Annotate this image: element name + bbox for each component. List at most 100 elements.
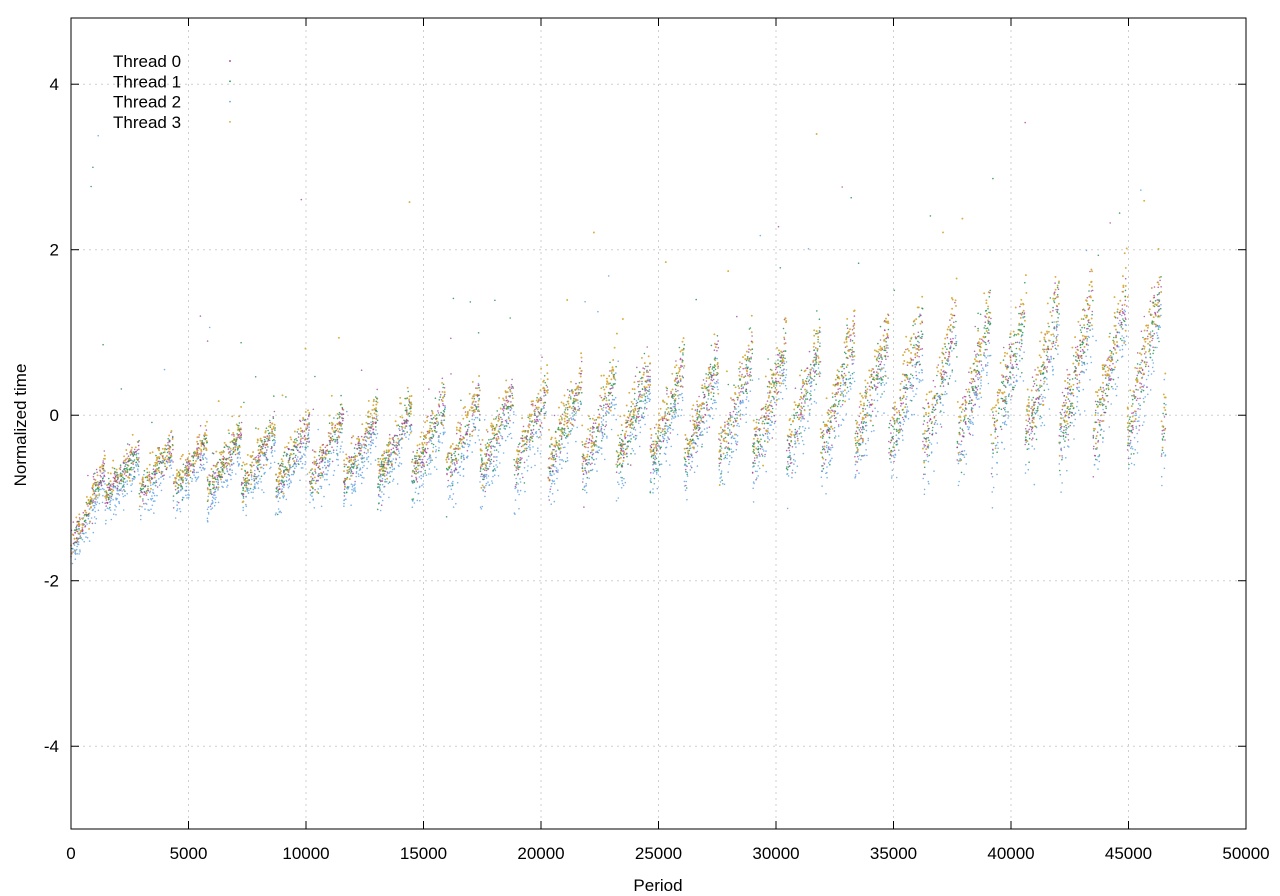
scatter-point [768, 439, 771, 441]
scatter-point [993, 417, 996, 420]
scatter-point [502, 397, 505, 400]
scatter-point [775, 388, 778, 391]
scatter-point [752, 449, 755, 452]
scatter-point [846, 386, 849, 389]
scatter-point [1131, 415, 1134, 418]
scatter-point [1045, 354, 1048, 357]
scatter-point [639, 419, 642, 422]
scatter-point [1043, 350, 1046, 353]
scatter-point [379, 509, 382, 512]
scatter-point [691, 460, 693, 463]
scatter-point [145, 502, 147, 505]
scatter-point [655, 449, 658, 452]
scatter-point [149, 484, 152, 487]
scatter-point [1112, 341, 1115, 344]
scatter-point [1157, 328, 1160, 330]
scatter-point [626, 455, 628, 458]
scatter-point [1028, 461, 1030, 464]
scatter-point [1151, 330, 1154, 332]
scatter-point [916, 351, 919, 354]
scatter-point [238, 444, 241, 447]
scatter-point [649, 480, 652, 482]
scatter-point [76, 524, 78, 526]
scatter-point [206, 340, 209, 342]
scatter-point [131, 483, 133, 485]
scatter-point [828, 453, 831, 456]
scatter-point [615, 471, 618, 474]
scatter-point [257, 454, 259, 457]
scatter-point [539, 418, 541, 421]
scatter-point [1071, 422, 1073, 424]
scatter-point [271, 455, 274, 457]
scatter-point [522, 425, 525, 428]
scatter-point [649, 384, 652, 386]
scatter-point [475, 408, 478, 411]
scatter-point [523, 482, 526, 484]
scatter-point [1159, 307, 1162, 310]
scatter-point [318, 450, 321, 453]
scatter-point [168, 453, 171, 455]
scatter-point [220, 473, 223, 476]
scatter-point [1024, 281, 1026, 284]
scatter-point [1085, 249, 1088, 252]
scatter-point [195, 480, 197, 482]
scatter-point [1053, 293, 1056, 296]
scatter-point [931, 421, 934, 423]
scatter-point [460, 452, 463, 455]
scatter-point [633, 426, 636, 429]
scatter-point [803, 443, 805, 446]
scatter-point [336, 454, 339, 457]
scatter-point [752, 487, 754, 490]
scatter-point [111, 488, 113, 491]
scatter-point [796, 439, 799, 442]
scatter-point [452, 459, 455, 461]
scatter-point [997, 391, 999, 394]
scatter-point [773, 422, 776, 425]
scatter-point [320, 487, 323, 490]
scatter-point [482, 475, 484, 478]
scatter-point [243, 401, 245, 404]
scatter-point [630, 410, 633, 412]
scatter-point [293, 460, 296, 463]
scatter-point [777, 359, 779, 361]
scatter-point [670, 421, 673, 424]
scatter-point [1036, 366, 1039, 369]
scatter-point [598, 413, 601, 416]
scatter-point [235, 473, 237, 475]
scatter-point [1084, 336, 1087, 338]
scatter-point [1027, 401, 1030, 404]
scatter-point [607, 275, 610, 277]
scatter-point [801, 418, 803, 420]
scatter-point [963, 432, 965, 434]
scatter-point [531, 440, 534, 443]
scatter-point [1124, 324, 1127, 326]
scatter-point [1083, 345, 1086, 348]
scatter-point [259, 463, 262, 466]
scatter-point [609, 370, 611, 372]
scatter-point [782, 350, 785, 353]
scatter-point [236, 433, 238, 435]
scatter-point [670, 403, 672, 405]
scatter-point [1019, 316, 1022, 319]
scatter-point [557, 426, 560, 429]
scatter-point [913, 395, 915, 398]
scatter-point [1140, 189, 1142, 191]
scatter-point [987, 362, 989, 364]
scatter-point [817, 341, 820, 343]
scatter-point [1037, 401, 1040, 404]
scatter-point [112, 498, 114, 501]
scatter-point [251, 454, 254, 457]
scatter-point [629, 419, 632, 422]
scatter-point [301, 446, 304, 448]
scatter-point [506, 391, 509, 394]
scatter-point [866, 404, 869, 407]
scatter-point [172, 474, 174, 477]
scatter-point [837, 388, 839, 391]
scatter-point [589, 427, 592, 430]
scatter-point [429, 459, 432, 462]
scatter-point [362, 438, 364, 441]
scatter-point [1078, 354, 1080, 357]
scatter-point [925, 440, 928, 443]
scatter-point [851, 353, 853, 356]
scatter-point [419, 435, 422, 438]
